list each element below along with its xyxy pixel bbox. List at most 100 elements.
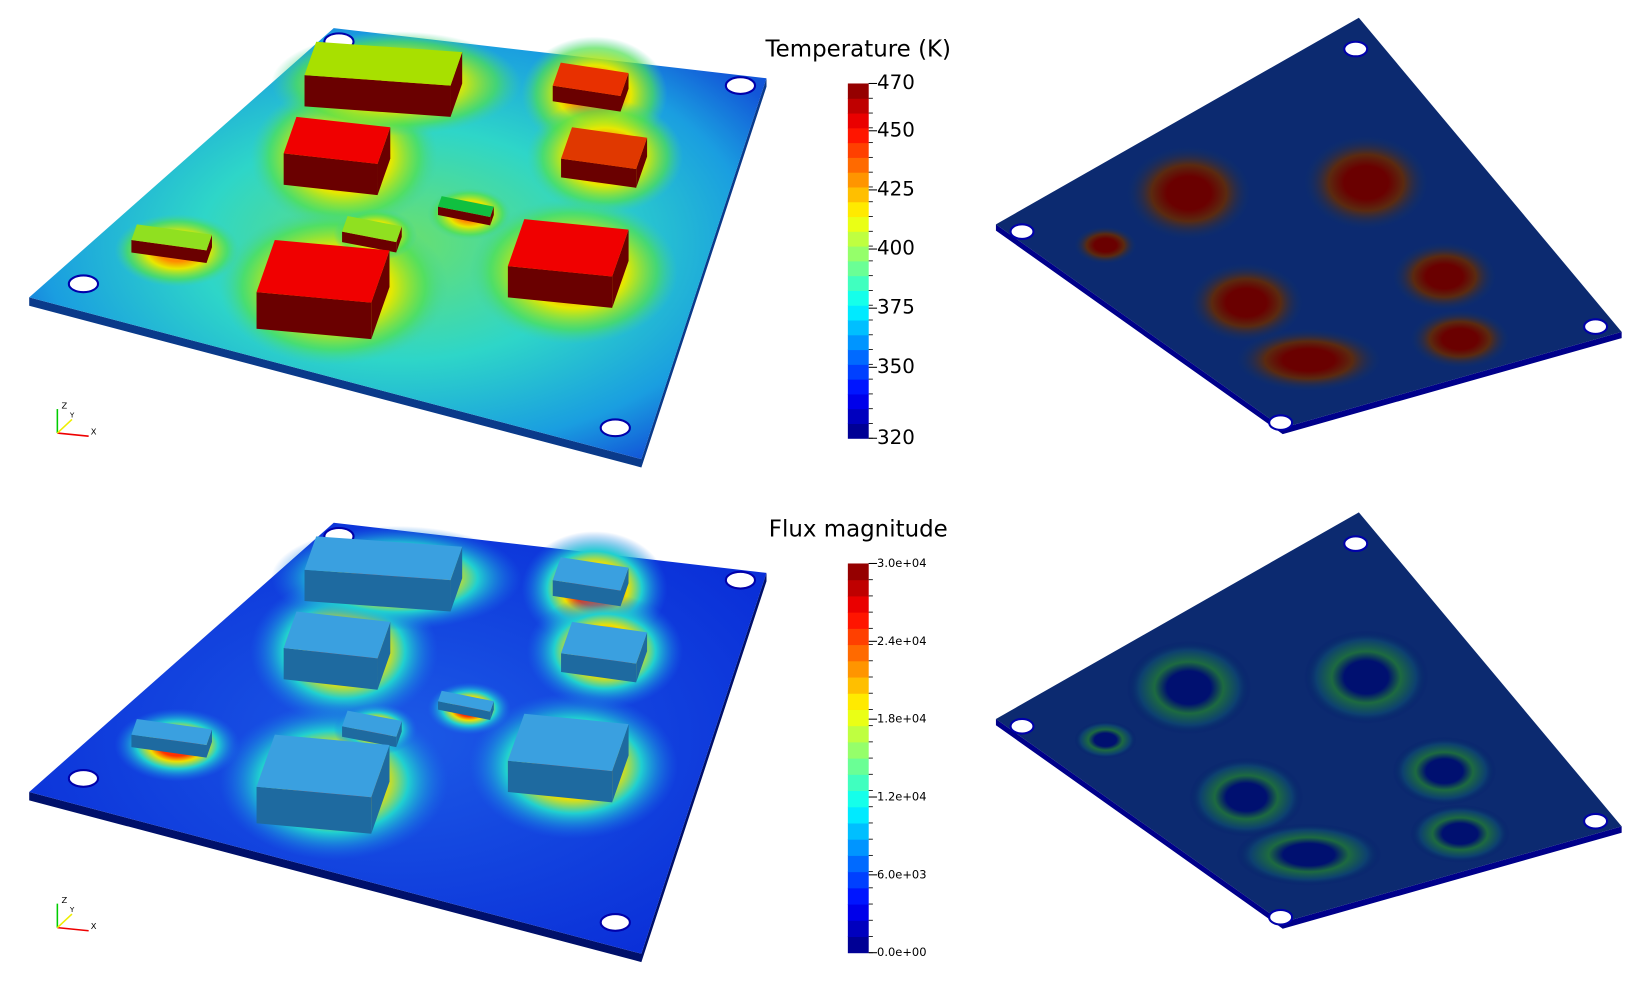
colorbar-band [847,186,869,203]
colorbar-band [847,290,869,306]
component-top [552,62,629,96]
mount-hole [599,913,631,932]
mount-hole [1583,812,1609,830]
hotspot [1303,630,1429,725]
colorbar-band [847,201,869,218]
colorbar-band [847,83,869,99]
component-top [507,219,629,277]
colorbar-band [847,936,869,954]
component-top [283,611,391,659]
axis-label: Y [69,410,75,419]
colorbar-band [847,334,869,351]
mount-hole [724,570,757,590]
colorbar-tick-label: 375 [877,296,915,319]
colorbar-band [847,855,869,873]
colorbar-title: Flux magnitude [769,517,948,543]
component-side [636,632,648,683]
mount-hole [1268,908,1294,926]
component-top [561,127,648,170]
colorbar-band [847,393,869,410]
component-side [612,229,629,308]
component-side [450,546,463,612]
hotspot [1235,823,1382,886]
component-top [438,690,494,712]
component-side [304,75,451,117]
component-side [612,724,629,803]
hotspot [1392,736,1497,806]
colorbar-band [847,677,869,694]
component-side [620,73,629,112]
hotspot [1126,146,1252,240]
colorbar-band [847,709,869,727]
axis-label: Z [62,895,68,905]
colorbar-band [847,871,869,889]
component-side [490,206,494,226]
axis-y [56,418,73,434]
colorbar-band [847,231,869,247]
component-top [342,216,402,243]
colorbar-band [847,790,869,808]
colorbar-tick-label: 3.0e+04 [877,556,926,570]
plate-edge [995,718,1622,929]
component-top [507,713,629,772]
colorbar-band [847,260,869,277]
mount-hole [67,769,100,788]
colorbar-band [847,408,869,424]
component-side [552,85,621,112]
colorbar-tick-label: 400 [877,237,915,260]
mount-hole [724,76,757,95]
component-top [256,240,390,303]
component-top [304,536,463,581]
colorbar-band [847,275,869,291]
component-top [256,734,390,798]
mount-hole [1583,318,1609,335]
colorbar-band [847,113,869,129]
axis-label: Y [69,905,75,914]
colorbar-band [847,157,869,173]
axis-x [57,926,89,932]
mount-hole [1268,414,1294,431]
component-side [283,648,378,690]
component-side [438,206,491,226]
colorbar-band [847,774,869,792]
colorbar-band [847,741,869,759]
hotspot [1188,262,1304,343]
colorbar-band [847,660,869,678]
axis-x [57,432,89,437]
plate-view [995,17,1622,435]
axis-y [56,913,73,929]
colorbar-band [847,127,869,144]
component-side [131,734,207,758]
component-top [304,41,463,86]
component-side [507,266,613,308]
colorbar-band [847,216,869,232]
component-side [561,158,637,188]
mount-hole [599,418,631,438]
component-top [342,710,402,737]
colorbar-band [847,822,869,840]
component-side [561,653,637,683]
colorbar-band [847,563,869,581]
component-side [342,231,397,253]
colorbar-band [847,920,869,938]
colorbar-band [847,320,869,336]
component-top [131,718,212,746]
colorbar-band [847,595,869,613]
component-side [438,701,491,720]
colorbar-band [847,305,869,321]
colorbar-band [847,579,869,597]
component-side [131,240,207,263]
colorbar-band [847,379,869,395]
colorbar-band [847,806,869,824]
hotspot [1409,804,1511,863]
component-side [377,127,391,196]
component-side [636,137,648,188]
hotspot [1074,226,1137,264]
colorbar-band [847,364,869,380]
component-top [552,557,629,591]
mount-hole [1343,40,1369,58]
colorbar-band [847,693,869,710]
hotspot [1392,242,1497,311]
component-top [561,621,648,664]
